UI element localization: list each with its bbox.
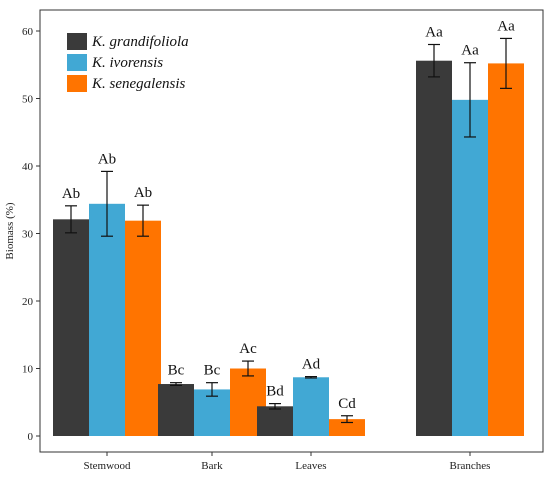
data-label: Ab	[98, 151, 116, 167]
x-axis: Stemwood Bark Leaves Branches	[83, 452, 490, 472]
error-bar	[206, 382, 218, 397]
legend-label: K. senegalensis	[91, 76, 185, 92]
legend-label: K. grandifoliola	[91, 34, 189, 50]
y-tick-label: 50	[22, 94, 34, 106]
error-bar	[464, 62, 476, 138]
bar	[452, 99, 488, 436]
bar	[89, 203, 125, 436]
error-bar	[137, 204, 149, 237]
data-label: Ab	[134, 185, 152, 201]
bar	[293, 377, 329, 436]
legend-swatch	[67, 75, 87, 92]
legend-label: K. ivorensis	[91, 55, 163, 71]
error-bar	[341, 415, 353, 424]
x-tick-label: Stemwood	[83, 460, 131, 472]
error-bars-group	[65, 37, 512, 424]
data-label: Aa	[461, 43, 479, 59]
error-bar	[500, 37, 512, 89]
data-label: Aa	[425, 25, 443, 41]
bar	[125, 220, 161, 436]
data-label: Cd	[338, 396, 356, 412]
error-bar	[101, 170, 113, 237]
error-bar	[170, 382, 182, 386]
error-bar	[65, 205, 77, 234]
data-label: Bc	[168, 363, 185, 379]
data-label: Ab	[62, 186, 80, 202]
y-tick-label: 10	[22, 364, 34, 376]
y-tick-label: 60	[22, 26, 34, 38]
y-tick-label: 40	[22, 161, 34, 173]
bar	[158, 384, 194, 436]
plot-border	[39, 9, 544, 453]
x-tick-label: Leaves	[295, 460, 326, 472]
data-label: Bc	[204, 363, 221, 379]
bar	[329, 419, 365, 436]
y-tick-label: 20	[22, 296, 34, 308]
bar	[488, 63, 524, 437]
y-tick-label: 0	[28, 431, 34, 443]
error-bar	[305, 376, 317, 379]
bar	[257, 406, 293, 436]
legend-swatch	[67, 54, 87, 71]
data-labels-group: Ab Ab Ab Bc Bc Ac Bd Ad Cd Aa Aa Aa	[62, 18, 515, 411]
error-bar	[242, 360, 254, 377]
legend-swatch	[67, 33, 87, 50]
x-tick-label: Bark	[201, 460, 223, 472]
x-tick-label: Branches	[450, 460, 491, 472]
bars-group	[53, 60, 524, 437]
data-label: Ac	[239, 341, 257, 357]
bar	[416, 60, 452, 436]
error-bar	[269, 403, 281, 410]
data-label: Bd	[266, 384, 284, 400]
data-label: Aa	[497, 18, 515, 34]
bar	[194, 389, 230, 436]
y-tick-label: 30	[22, 229, 34, 241]
error-bar	[428, 43, 440, 78]
data-label: Ad	[302, 357, 321, 373]
bar	[53, 219, 89, 436]
y-axis-title: Biomass (%)	[4, 202, 16, 259]
legend: K. grandifoliola K. ivorensis K. senegalen…	[67, 33, 189, 92]
y-axis: 0 10 20 30 40 50 60	[22, 26, 40, 443]
